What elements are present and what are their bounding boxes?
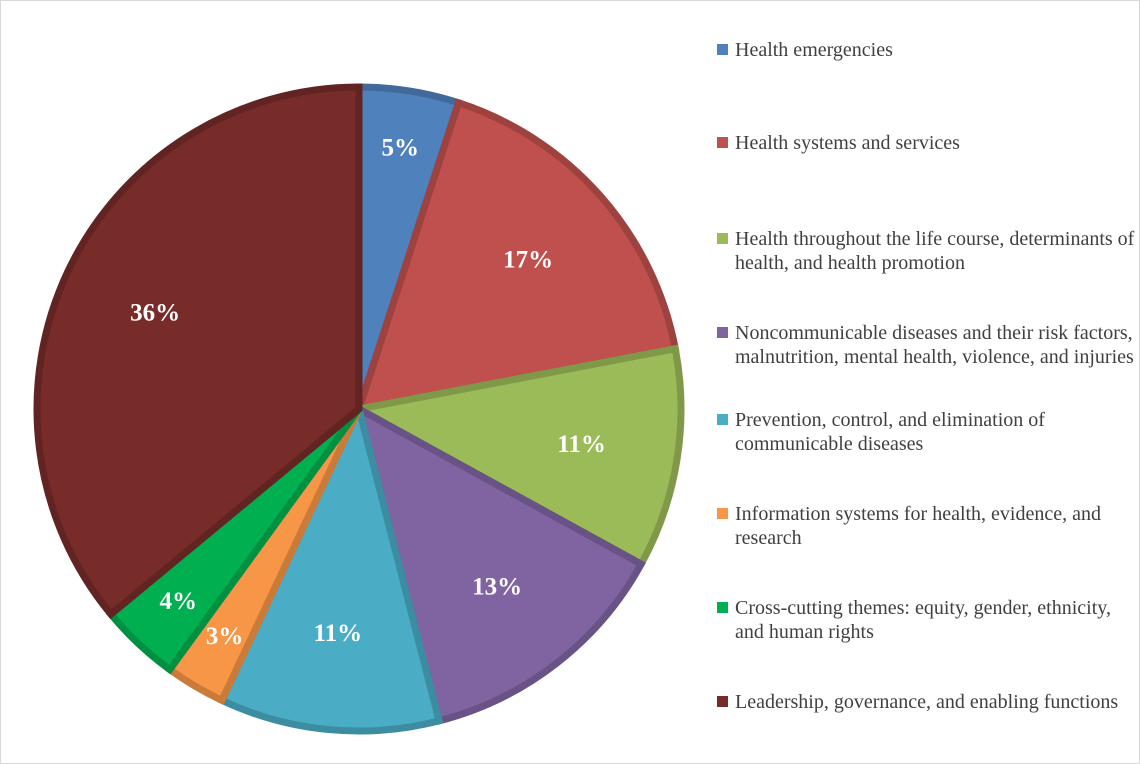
pie-data-label: 11%: [557, 431, 606, 458]
legend-swatch: [717, 508, 728, 519]
legend-item-life-course: Health throughout the life course, deter…: [717, 227, 1137, 275]
pie-slice: [353, 402, 646, 726]
legend-item-health-systems: Health systems and services: [717, 131, 1137, 155]
pie-slice: [348, 344, 685, 569]
legend-swatch: [717, 696, 728, 707]
pie-data-label: 11%: [313, 620, 362, 647]
legend-label: Information systems for health, evidence…: [735, 503, 1101, 549]
pie-data-label: 17%: [503, 246, 553, 273]
legend-item-health-emergencies: Health emergencies: [717, 38, 1137, 62]
legend-label: Health throughout the life course, deter…: [735, 228, 1135, 274]
legend-swatch: [717, 137, 728, 148]
pie-slice: [353, 98, 680, 414]
legend-label: Noncommunicable diseases and their risk …: [735, 322, 1134, 368]
pie-slice: [33, 83, 363, 620]
legend-label: Leadership, governance, and enabling fun…: [735, 691, 1119, 713]
legend-swatch: [717, 44, 728, 55]
pie-data-label: 36%: [130, 300, 180, 327]
pie-data-label: 13%: [472, 574, 522, 601]
legend-swatch: [717, 327, 728, 338]
legend-label: Cross-cutting themes: equity, gender, et…: [735, 597, 1111, 643]
legend-item-noncommunicable: Noncommunicable diseases and their risk …: [717, 321, 1137, 369]
legend-label: Prevention, control, and elimination of …: [735, 409, 1045, 455]
pie-data-labels: 5% 17% 11% 13% 11% 3% 4% 36%: [130, 135, 606, 650]
legend-item-leadership: Leadership, governance, and enabling fun…: [717, 690, 1137, 714]
pie-data-label: 5%: [382, 135, 420, 162]
legend-swatch: [717, 233, 728, 244]
legend-item-information-systems: Information systems for health, evidence…: [717, 502, 1137, 550]
pie-slice: [217, 398, 444, 735]
legend-label: Health systems and services: [735, 132, 960, 154]
legend-label: Health emergencies: [735, 39, 893, 61]
pie-chart: 5% 17% 11% 13% 11% 3% 4% 36%: [33, 83, 685, 735]
legend-item-cross-cutting: Cross-cutting themes: equity, gender, et…: [717, 596, 1137, 644]
legend-item-communicable: Prevention, control, and elimination of …: [717, 408, 1137, 456]
legend-swatch: [717, 602, 728, 613]
pie-slices: [33, 83, 685, 735]
pie-data-label: 4%: [160, 588, 198, 615]
pie-data-label: 3%: [206, 623, 244, 650]
legend-swatch: [717, 414, 728, 425]
